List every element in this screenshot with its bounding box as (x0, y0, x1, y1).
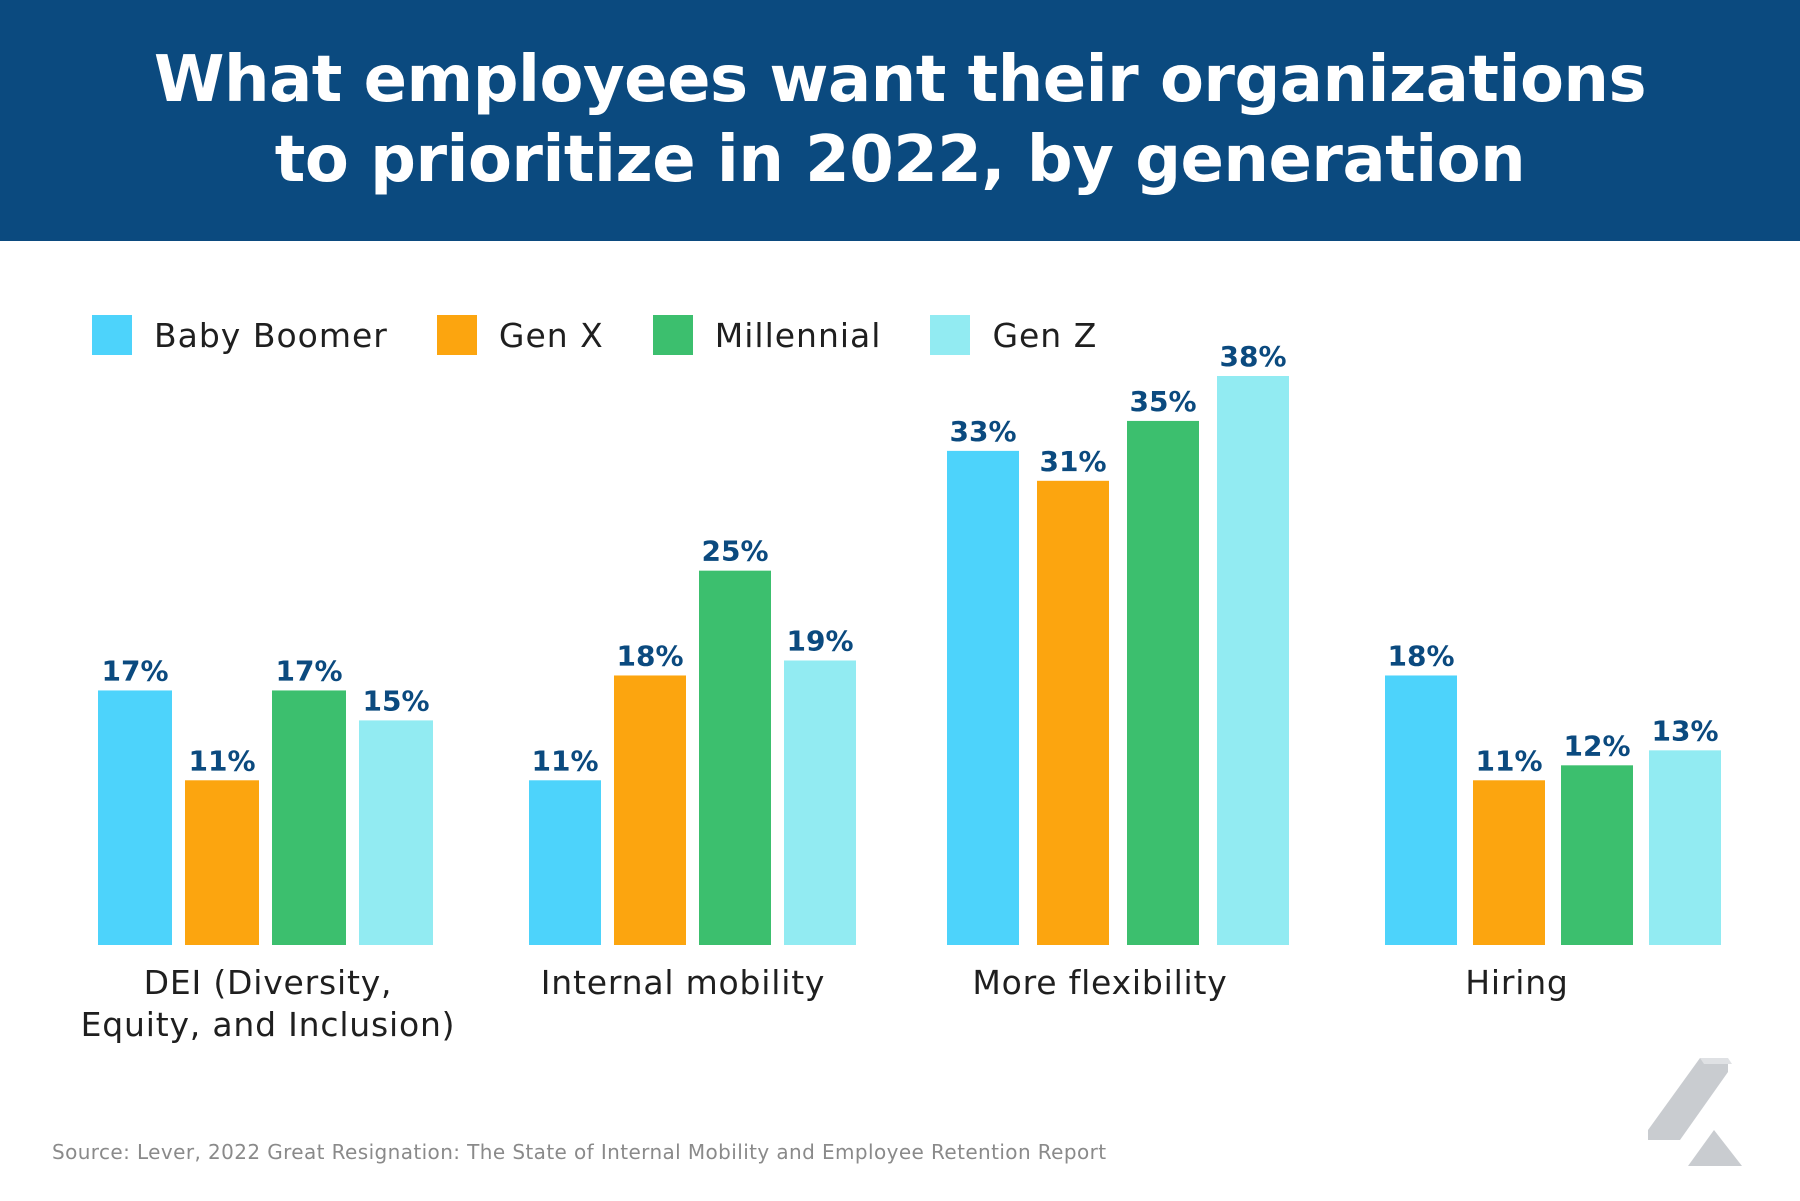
bar-internal-mobility-millennial (699, 570, 771, 945)
legend-swatch-gen-x (436, 315, 477, 355)
value-label-dei-baby-boomer: 17% (101, 654, 168, 687)
bar-more-flexibility-millennial (1127, 420, 1199, 946)
value-label-dei-gen-z: 15% (362, 684, 429, 717)
chart-title-line-1: What employees want their organizations (153, 43, 1647, 117)
bar-more-flexibility-gen-x (1037, 480, 1109, 945)
bar-internal-mobility-gen-z (784, 660, 856, 945)
header-banner (0, 0, 1800, 241)
bar-more-flexibility-baby-boomer (947, 450, 1019, 945)
legend-label-gen-z: Gen Z (992, 315, 1098, 355)
legend-swatch-gen-z (930, 315, 971, 355)
bar-hiring-gen-x (1473, 780, 1545, 945)
legend-item-gen-x: Gen X (436, 315, 604, 355)
chart-legend: Baby Boomer Gen X Millennial Gen Z (92, 314, 1146, 356)
category-label-internal-mobility: Internal mobility (541, 963, 826, 1002)
bar-dei-millennial (272, 690, 346, 945)
bar-more-flexibility-gen-z (1217, 376, 1289, 945)
bar-hiring-gen-z (1649, 750, 1721, 945)
legend-swatch-baby-boomer (92, 315, 132, 355)
source-note: Source: Lever, 2022 Great Resignation: T… (52, 1140, 1107, 1164)
value-label-hiring-baby-boomer: 18% (1387, 639, 1454, 672)
bar-dei-baby-boomer (98, 690, 172, 945)
bar-internal-mobility-gen-x (614, 675, 686, 945)
value-label-dei-millennial: 17% (275, 654, 342, 687)
category-label-hiring: Hiring (1465, 963, 1568, 1002)
value-label-hiring-gen-x: 11% (1475, 744, 1542, 777)
value-label-hiring-millennial: 12% (1563, 729, 1630, 762)
value-label-more-flexibility-gen-z: 38% (1219, 340, 1286, 373)
value-label-more-flexibility-baby-boomer: 33% (949, 415, 1016, 448)
value-label-internal-mobility-gen-z: 19% (786, 625, 853, 658)
bar-dei-gen-z (359, 720, 433, 945)
legend-label-millennial: Millennial (714, 315, 882, 355)
bar-hiring-baby-boomer (1385, 675, 1457, 945)
lever-logo-icon (1648, 1058, 1742, 1166)
value-label-internal-mobility-millennial: 25% (701, 535, 768, 568)
legend-label-gen-x: Gen X (498, 315, 604, 355)
value-label-more-flexibility-gen-x: 31% (1039, 445, 1106, 478)
value-label-internal-mobility-baby-boomer: 11% (531, 744, 598, 777)
bar-dei-gen-x (185, 780, 259, 945)
category-label-more-flexibility: More flexibility (972, 963, 1227, 1002)
value-label-internal-mobility-gen-x: 18% (616, 639, 683, 672)
bar-internal-mobility-baby-boomer (529, 780, 601, 945)
value-label-hiring-gen-z: 13% (1651, 714, 1718, 747)
chart-title: What employees want their organizations … (0, 40, 1800, 200)
legend-item-baby-boomer: Baby Boomer (92, 315, 388, 355)
legend-item-gen-z: Gen Z (930, 315, 1097, 355)
category-label-dei-line-1: DEI (Diversity, (144, 963, 393, 1002)
legend-swatch-millennial (652, 315, 693, 355)
value-label-dei-gen-x: 11% (188, 744, 255, 777)
legend-item-millennial: Millennial (652, 315, 882, 355)
legend-label-baby-boomer: Baby Boomer (154, 315, 388, 355)
chart-title-line-2: to prioritize in 2022, by generation (274, 123, 1526, 197)
bar-hiring-millennial (1561, 765, 1633, 945)
category-label-dei-line-2: Equity, and Inclusion) (81, 1005, 456, 1044)
value-label-more-flexibility-millennial: 35% (1129, 385, 1196, 418)
